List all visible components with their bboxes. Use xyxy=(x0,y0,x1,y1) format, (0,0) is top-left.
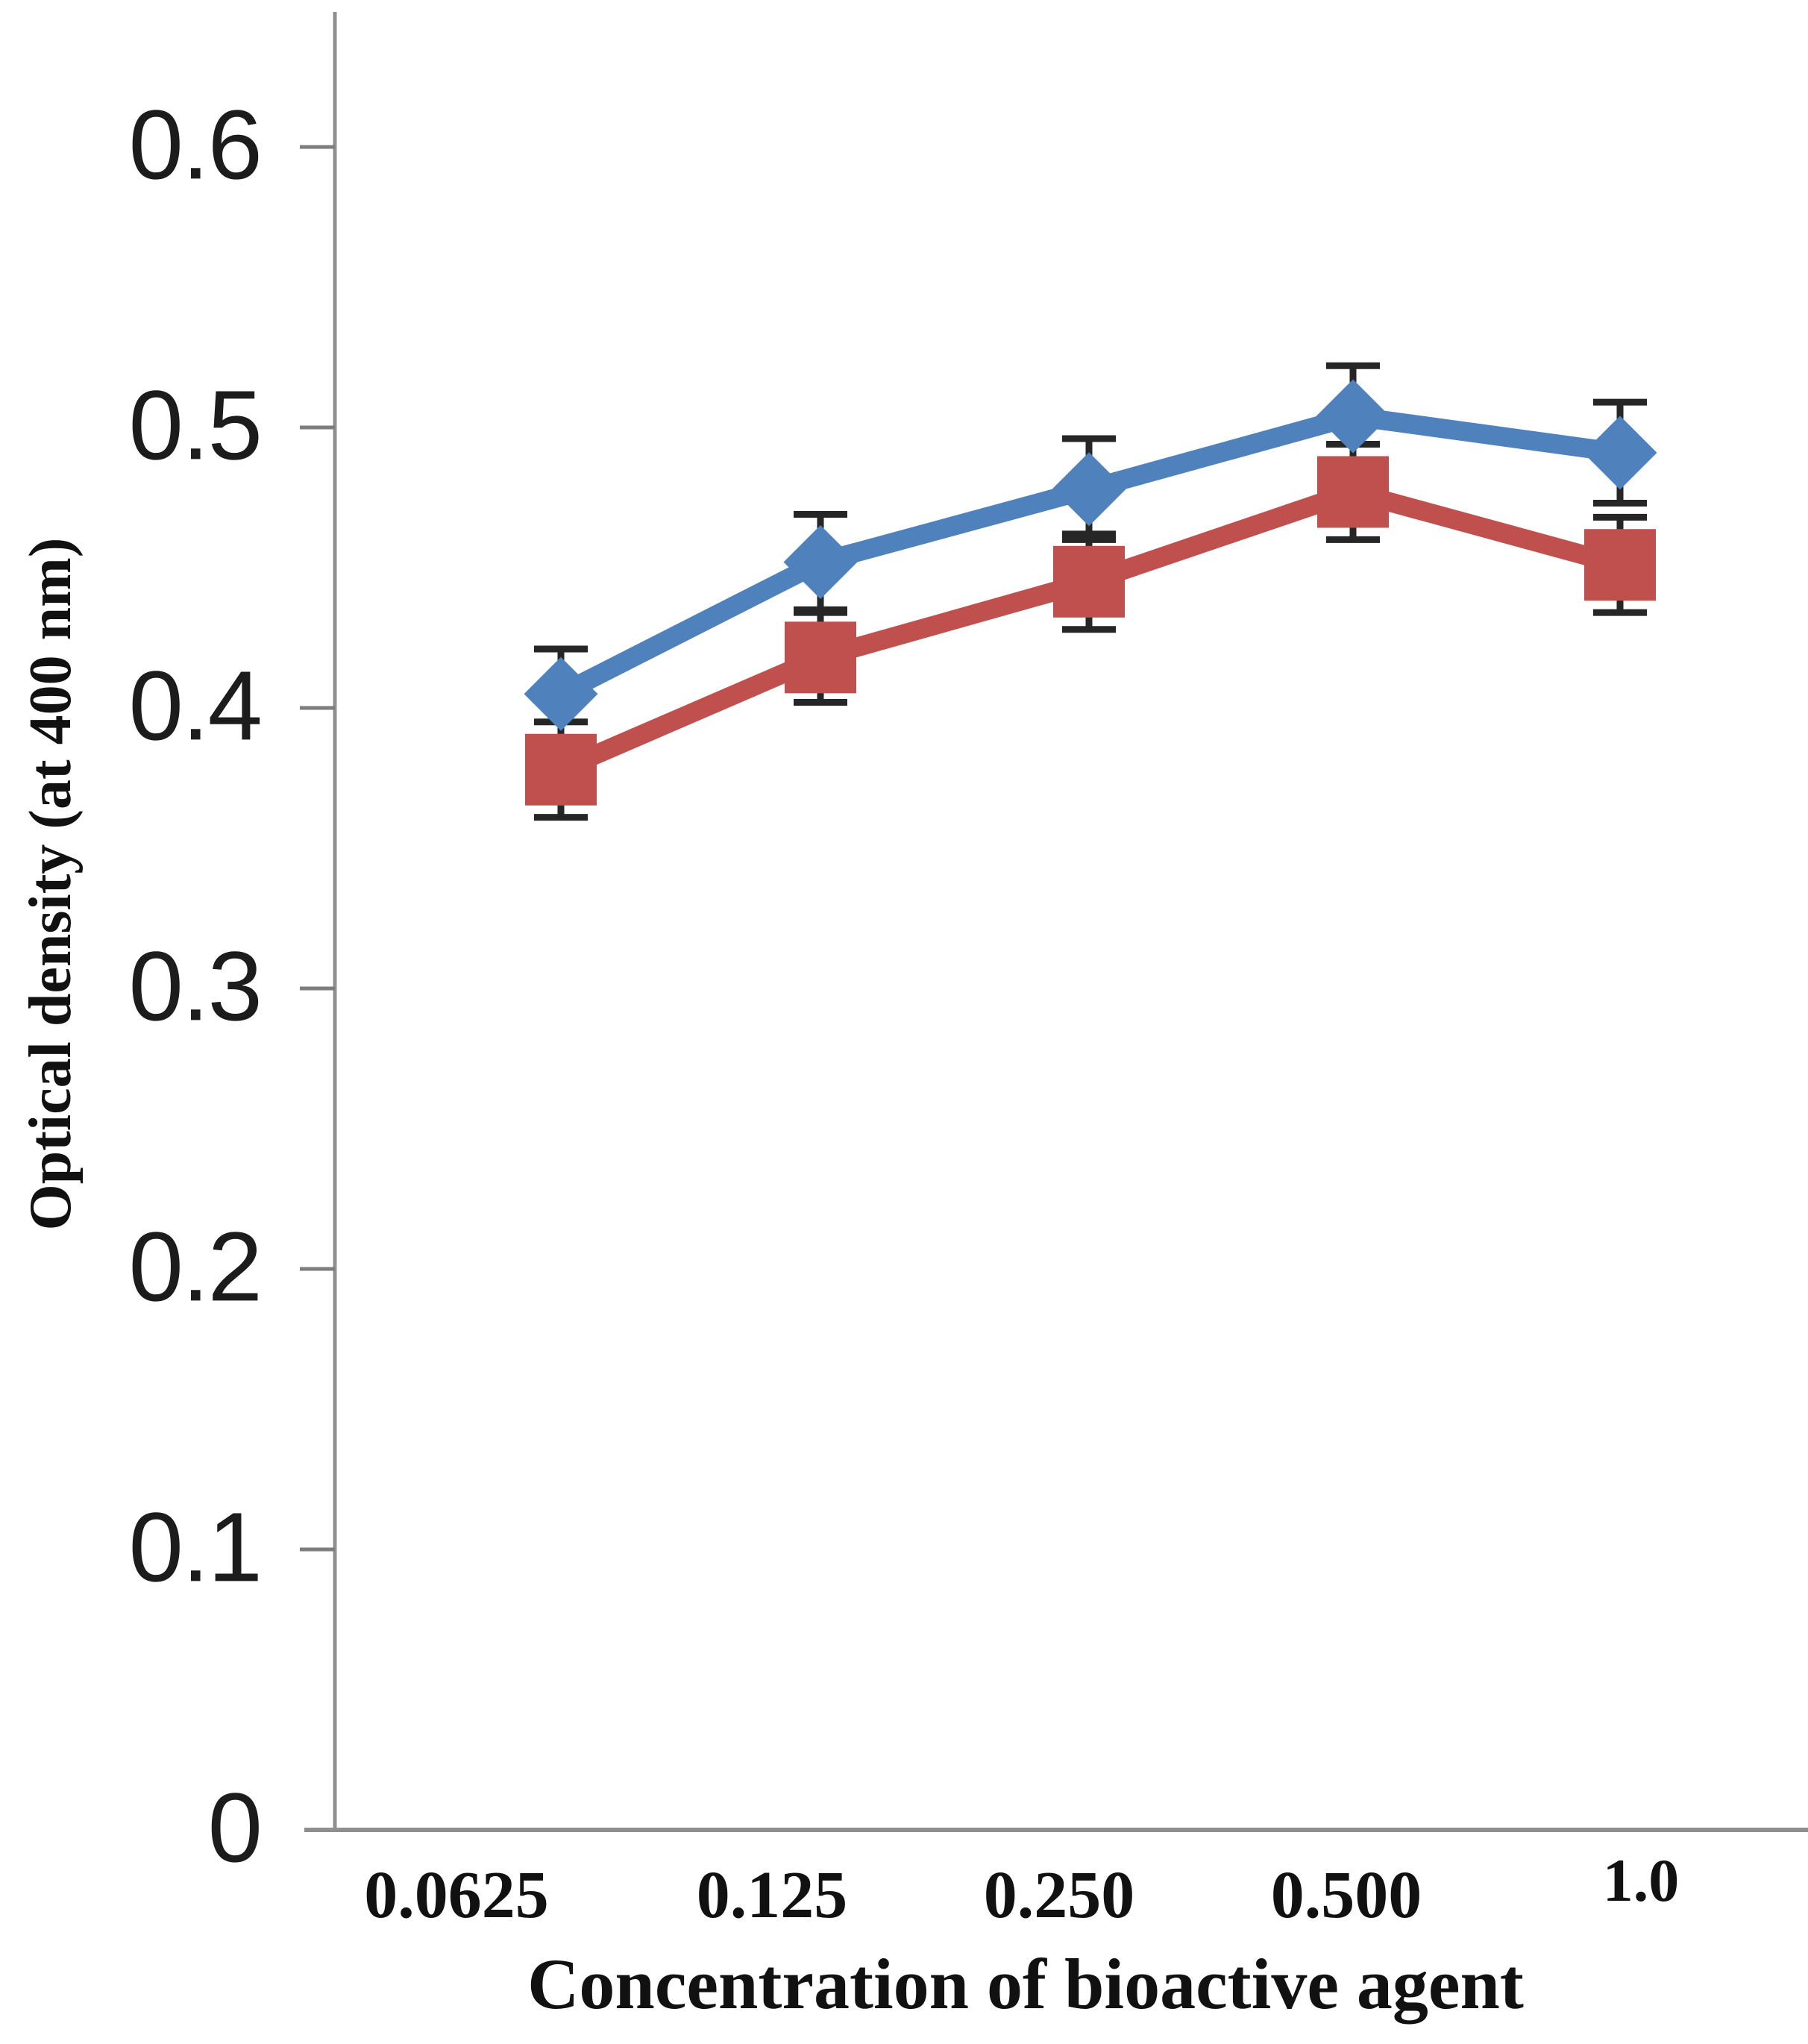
marker-diamond xyxy=(1052,452,1126,527)
marker-diamond xyxy=(524,656,598,731)
y-tick-label: 0.3 xyxy=(128,931,263,1041)
x-tick-label: 1.0 xyxy=(1602,1846,1680,1914)
x-tick-label: 0.0625 xyxy=(364,1858,549,1932)
marker-square xyxy=(1053,545,1125,618)
y-tick-label: 0.6 xyxy=(128,90,263,200)
y-tick-label: 0.2 xyxy=(128,1211,263,1322)
y-tick-label: 0.4 xyxy=(128,650,263,761)
y-tick-label: 0.5 xyxy=(128,370,263,480)
y-tick-label: 0.1 xyxy=(128,1492,263,1602)
x-axis-title: Concentration of bioactive agent xyxy=(527,1944,1524,2024)
marker-square xyxy=(785,621,856,694)
marker-diamond xyxy=(783,524,858,599)
marker-square xyxy=(525,733,597,806)
x-tick-label: 0.250 xyxy=(983,1858,1135,1932)
marker-square xyxy=(1584,529,1656,601)
y-axis-title: Optical density (at 400 nm) xyxy=(18,537,84,1231)
x-tick-label: 0.500 xyxy=(1270,1858,1422,1932)
marker-diamond xyxy=(1583,416,1657,490)
marker-diamond xyxy=(1316,379,1390,454)
x-tick-label: 0.125 xyxy=(696,1858,848,1932)
marker-square xyxy=(1317,456,1389,528)
y-tick-label: 0 xyxy=(207,1772,263,1883)
